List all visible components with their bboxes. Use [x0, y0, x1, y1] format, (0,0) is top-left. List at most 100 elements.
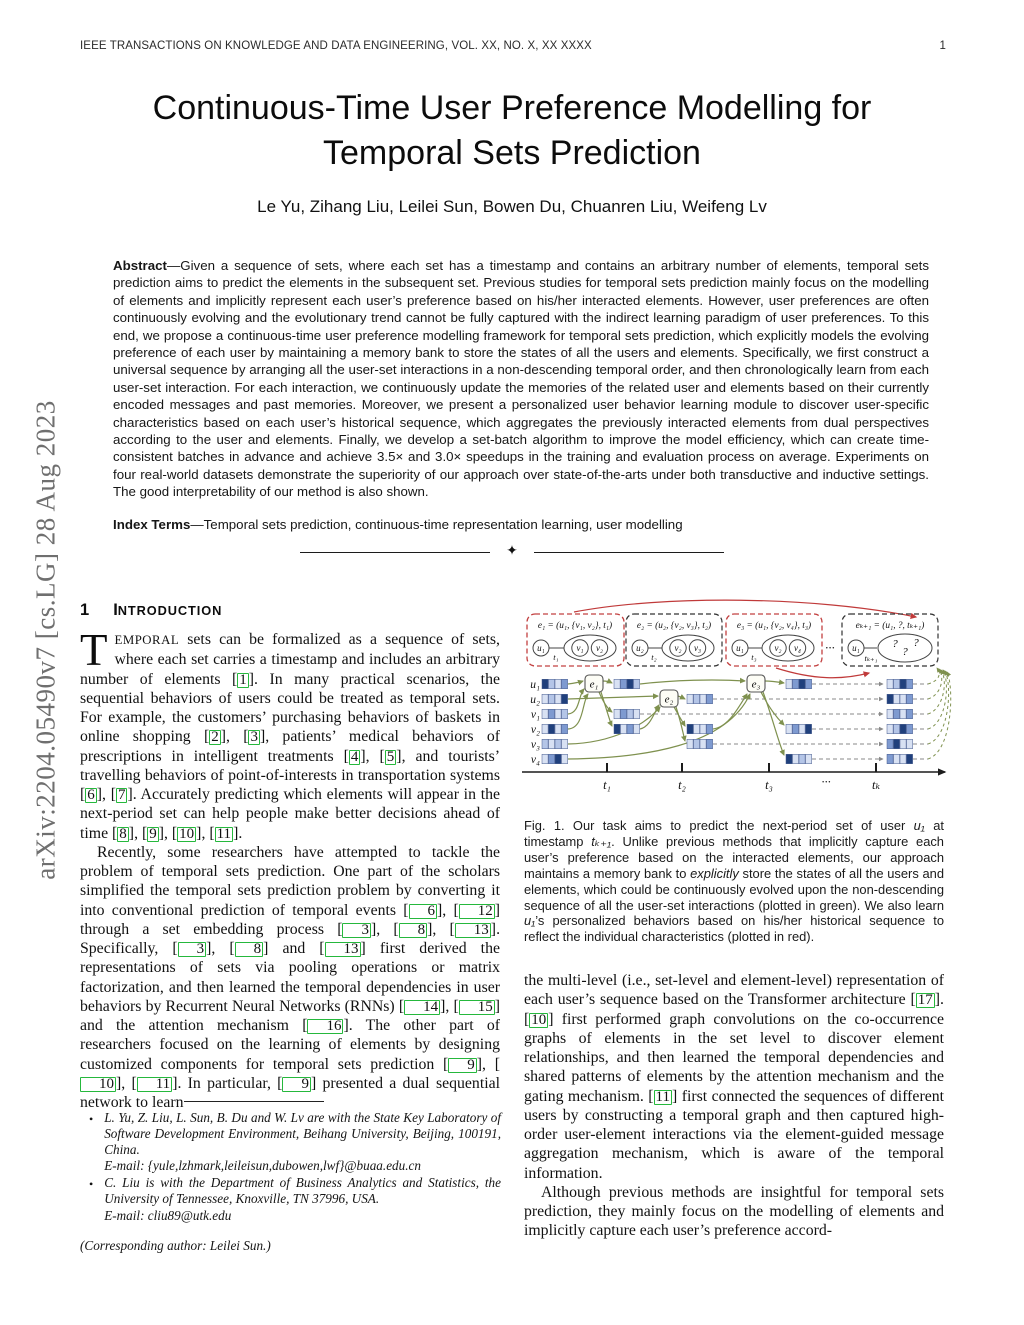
paper-title: Continuous-Time User Preference Modellin…: [152, 89, 872, 173]
citation-link[interactable]: 10: [80, 1076, 116, 1092]
citation-link[interactable]: 14: [404, 999, 441, 1015]
citation-link[interactable]: 2: [209, 729, 221, 746]
section-number: 1: [80, 601, 90, 619]
svg-text:e₃ = (u₁, {v₂, v₄}, t₃): e₃ = (u₁, {v₂, v₄}, t₃): [737, 620, 811, 631]
citation-link[interactable]: 7: [115, 787, 128, 803]
index-terms: Index Terms—Temporal sets prediction, co…: [113, 517, 683, 532]
intro-paragraph-2: Recently, some researchers have attempte…: [80, 843, 501, 1111]
svg-text:u₁: u₁: [530, 679, 540, 691]
svg-text:tₖ: tₖ: [872, 778, 880, 792]
citation-link[interactable]: 11: [653, 1088, 672, 1105]
citation-link[interactable]: 11: [136, 1076, 173, 1092]
citation-link[interactable]: 10: [529, 1011, 549, 1028]
footnote-affiliation: L. Yu, Z. Liu, L. Sun, B. Du and W. Lv a…: [104, 1110, 501, 1158]
footnote-affiliation: C. Liu is with the Department of Busines…: [104, 1175, 501, 1207]
page-number: 1: [939, 40, 946, 52]
diamond-icon: ✦: [506, 544, 518, 559]
event-node-e1: e₁: [584, 674, 604, 693]
red-sequence-arrows: [573, 599, 918, 679]
svg-text:e₁ = (u₁, {v₁, v₂}, t₁): e₁ = (u₁, {v₁, v₂}, t₁): [538, 620, 612, 631]
citation-link[interactable]: 9: [147, 825, 159, 842]
memory-row-labels: u₁ u₂ v₁ v₂ v₃ v₄: [530, 679, 540, 766]
citation-link[interactable]: 15: [458, 999, 495, 1015]
citation-link[interactable]: 11: [214, 825, 234, 842]
future-dashed-arrows: [927, 667, 952, 760]
event-node-e3: e₃: [746, 674, 766, 693]
event-box-1: e₁ = (u₁, {v₁, v₂}, t₁) u₁ t₁ v₁ v₂: [526, 613, 625, 667]
svg-text:eₖ₊₁ = (u₁, ?, tₖ₊₁): eₖ₊₁ = (u₁, ?, tₖ₊₁): [856, 620, 925, 631]
right-paragraph-1: the multi-level (i.e., set-level and ele…: [524, 972, 944, 1182]
citation-link[interactable]: 9: [282, 1076, 311, 1092]
left-column: 1 INTRODUCTION T EMPORAL sets can be form…: [80, 601, 500, 1112]
citation-link[interactable]: 6: [408, 903, 438, 919]
svg-text:v₂: v₂: [531, 724, 540, 736]
svg-text:t₃: t₃: [751, 652, 756, 662]
citation-link[interactable]: 13: [324, 941, 361, 957]
citation-link[interactable]: 3: [248, 729, 260, 746]
svg-text:v₄: v₄: [531, 754, 540, 766]
memory-dashed-lines: [640, 681, 928, 762]
svg-text:u₂: u₂: [530, 694, 540, 706]
timeline-axis: t₁ t₂ t₃ ··· tₖ: [522, 763, 947, 792]
figure-1-diagram: e₁ = (u₁, {v₁, v₂}, t₁) u₁ t₁ v₁ v₂ e₂ =…: [522, 599, 952, 792]
event-box-3: e₃ = (u₁, {v₂, v₄}, t₃) u₁ t₃ v₂ v₄: [725, 613, 823, 667]
abstract: Abstract—Given a sequence of sets, where…: [113, 258, 929, 500]
svg-text:v₄: v₄: [794, 643, 801, 653]
footnote-rule: [184, 1101, 324, 1102]
event-box-2: e₂ = (u₂, {v₂, v₃}, t₂) u₂ t₂ v₂ v₃: [625, 613, 723, 667]
svg-text:v₁: v₁: [531, 709, 540, 721]
section-separator: ✦: [0, 545, 1024, 559]
dropcap-letter: T: [80, 625, 108, 675]
citation-link[interactable]: 5: [384, 748, 397, 765]
citation-link[interactable]: 17: [915, 992, 935, 1009]
citation-link[interactable]: 12: [458, 903, 495, 919]
citation-link[interactable]: 8: [117, 825, 129, 842]
svg-text:u₁: u₁: [736, 643, 744, 653]
intro-paragraph-1-text: EMPORAL sets can be formalized as a sequ…: [80, 631, 501, 842]
svg-text:tₖ₊₁: tₖ₊₁: [864, 653, 877, 663]
svg-text:?: ?: [913, 637, 919, 649]
bullet-icon: •: [89, 1177, 94, 1192]
citation-link[interactable]: 1: [237, 671, 249, 688]
svg-text:v₁: v₁: [576, 643, 583, 653]
bullet-icon: •: [89, 1112, 94, 1126]
svg-text:?: ?: [892, 638, 898, 650]
svg-text:t₂: t₂: [651, 652, 656, 662]
svg-text:u₁: u₁: [852, 643, 860, 653]
svg-text:e₂ = (u₂, {v₂, v₃}, t₂): e₂ = (u₂, {v₂, v₃}, t₂): [637, 620, 711, 631]
citation-link[interactable]: 8: [398, 922, 428, 938]
svg-text:v₂: v₂: [774, 643, 781, 653]
memory-blocks: [541, 679, 913, 764]
figure-caption: Fig. 1. Our task aims to predict the nex…: [524, 818, 944, 945]
svg-text:t₁: t₁: [603, 778, 611, 792]
citation-link[interactable]: 3: [177, 941, 207, 957]
svg-text:v₃: v₃: [531, 739, 540, 751]
event-box-future: eₖ₊₁ = (u₁, ?, tₖ₊₁) u₁ tₖ₊₁ ? ? ?: [841, 613, 939, 667]
svg-text:u₂: u₂: [636, 643, 644, 653]
right-paragraph-2: Although previous methods are insightful…: [524, 1183, 944, 1240]
footnote-item: • C. Liu is with the Department of Busin…: [80, 1175, 501, 1223]
footnote-text: L. Yu, Z. Liu, L. Sun, B. Du and W. Lv a…: [104, 1110, 501, 1174]
svg-text:v₂: v₂: [674, 643, 681, 653]
citation-link[interactable]: 16: [307, 1018, 344, 1034]
citation-link[interactable]: 6: [85, 787, 97, 803]
svg-text:t₃: t₃: [765, 778, 773, 792]
svg-text:···: ···: [821, 775, 830, 789]
arxiv-stamp: arXiv:2204.05490v7 [cs.LG] 28 Aug 2023: [30, 400, 61, 880]
authors-line: Le Yu, Zihang Liu, Leilei Sun, Bowen Du,…: [257, 197, 767, 216]
citation-link[interactable]: 3: [342, 922, 371, 938]
footnote-email: E-mail: {yule,lzhmark,leileisun,dubowen,…: [104, 1158, 421, 1174]
footnote-email: E-mail: cliu89@utk.edu: [104, 1207, 232, 1223]
svg-text:t₂: t₂: [678, 778, 686, 792]
citation-link[interactable]: 10: [177, 825, 197, 842]
citation-link[interactable]: 4: [348, 748, 361, 765]
separator-line: [533, 551, 724, 553]
citation-link[interactable]: 8: [234, 941, 264, 957]
citation-link[interactable]: 13: [454, 922, 491, 938]
svg-text:?: ?: [902, 646, 908, 658]
svg-text:e₃: e₃: [752, 679, 761, 691]
citation-link[interactable]: 9: [448, 1057, 477, 1073]
footnote-item: • L. Yu, Z. Liu, L. Sun, B. Du and W. Lv…: [80, 1110, 501, 1174]
running-header: IEEE TRANSACTIONS ON KNOWLEDGE AND DATA …: [80, 40, 946, 52]
